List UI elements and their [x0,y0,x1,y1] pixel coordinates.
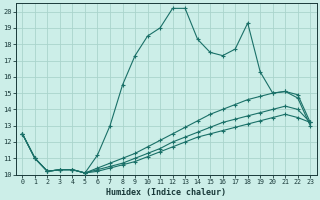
X-axis label: Humidex (Indice chaleur): Humidex (Indice chaleur) [106,188,226,197]
